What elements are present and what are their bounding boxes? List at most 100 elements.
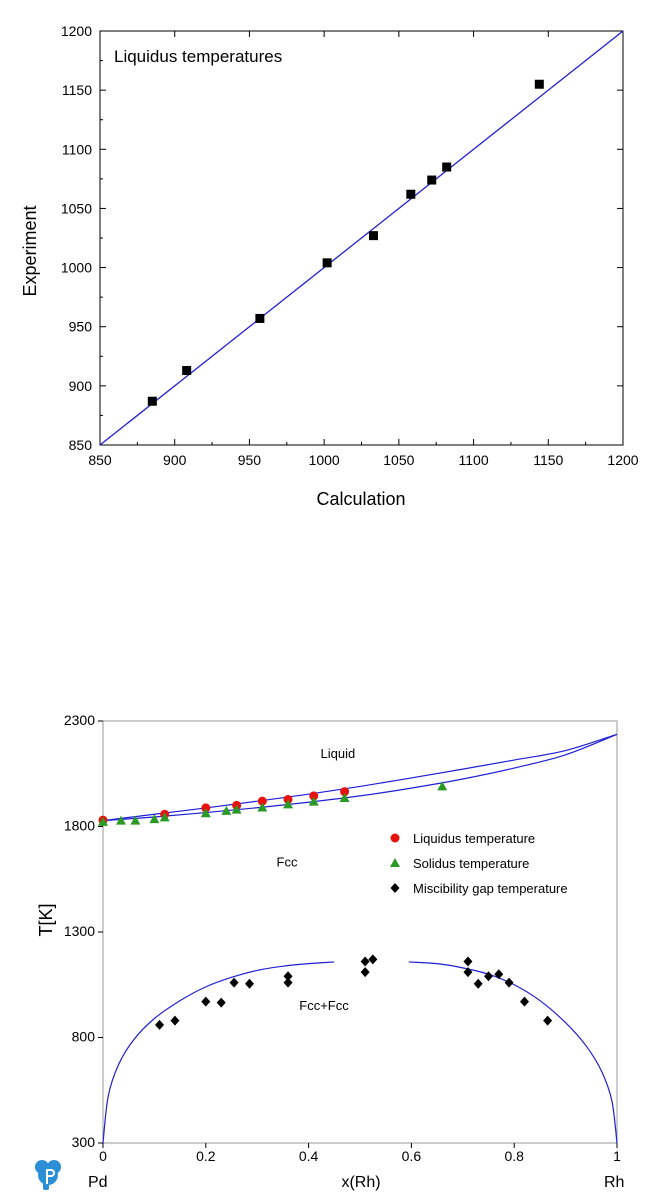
chart2-solidus-point [115,815,126,825]
chart2-liquidus-point [340,787,350,797]
chart2-legend: Liquidus temperature Solidus temperature M… [390,831,568,896]
legend-label: Liquidus temperature [413,831,535,846]
chart1-x-tick-label: 1200 [607,452,638,468]
chart2-curve-gap-left [102,961,335,1144]
chart1-data-point [406,189,416,199]
chart1-points [147,79,544,406]
chart2-solidus-point [339,793,350,803]
chart1-x-axis-label: Calculation [316,489,405,509]
legend-label: Solidus temperature [413,856,529,871]
chart1-data-point [322,258,332,268]
chart1-x-tick-label: 1050 [383,452,414,468]
chart1-data-point [368,231,378,241]
chart2-miscibility-point [463,967,473,978]
chart2-solidus-point [159,812,170,822]
chart2-miscibility-point [244,978,254,989]
chart2-miscibility-point [494,969,504,980]
chart2-curve-gap-right [408,961,618,1144]
chart1-x-tick-label: 1000 [309,452,340,468]
chart1-y-tick-label: 1000 [61,260,92,276]
chart2-x-tick-label: 0.8 [504,1148,524,1164]
chart2-points [98,781,553,1030]
chart2-y-axis-label: T[K] [36,903,56,936]
chart1-y-tick-label: 850 [69,437,93,453]
chart2-x-tick-label: 0.4 [299,1148,319,1164]
legend-diamond-marker [390,883,400,893]
chart1-data-point [147,396,157,406]
chart2-left-end-label: Pd [88,1174,108,1191]
chart2-x-tick-label: 0.2 [196,1148,216,1164]
chart1-data-point [442,162,452,172]
chart1-y-tick-label: 1150 [62,82,92,98]
chart2-miscibility-point [368,954,378,965]
chart2-region-label: Fcc+Fcc [299,998,349,1013]
chart1-y-tick-label: 950 [69,319,93,335]
chart2-miscibility-point [283,977,293,988]
chart2-miscibility-point [484,971,493,982]
chart2-plot-frame [102,720,618,1144]
chart2-miscibility-point [170,1015,180,1026]
chart2-y-tick-label: 1300 [64,923,95,939]
chart1-x-tick-label: 1100 [459,452,489,468]
chart1-annotation: Liquidus temperatures [114,47,282,66]
chart1-x-tick-label: 950 [238,452,262,468]
chart2-region-label: Liquid [321,746,356,761]
chart2-solidus-point [231,804,242,814]
chart1-axes: 850 900 950 1000 1050 1100 1150 1200 850 900 950 10… [61,23,639,468]
chart2-miscibility-point [360,967,370,978]
legend-label: Miscibility gap temperature [413,881,568,896]
chart2-miscibility-point [504,977,514,988]
chart2-region-label: Fcc [277,855,298,870]
chart2-solidus-point [130,815,141,825]
chart2-miscibility-point [360,956,370,967]
chart1-x-tick-label: 900 [163,452,187,468]
chart2-solidus-point [200,808,211,818]
chart1-data-point [534,79,544,89]
chart2-right-end-label: Rh [604,1174,624,1191]
brand-logo-icon [35,1160,61,1190]
chart2-solidus-point [221,805,232,815]
chart2-miscibility-point [519,996,529,1007]
chart2-x-tick-label: 1 [613,1148,621,1164]
chart1-x-tick-label: 1150 [533,452,563,468]
calculation-vs-experiment-chart: 850 900 950 1000 1050 1100 1150 1200 850 900 950 10… [20,23,639,509]
chart2-liquidus-point [309,791,319,801]
chart2-y-tick-label: 2300 [64,712,95,728]
chart2-curve-liquidus [102,733,618,822]
chart2-solidus-point [283,799,294,809]
chart1-y-tick-label: 1200 [61,23,92,39]
chart1-y-tick-label: 1100 [62,141,92,157]
chart2-solidus-point [257,802,268,812]
chart1-x-tick-label: 850 [88,452,112,468]
chart1-y-tick-label: 900 [69,378,93,394]
chart2-miscibility-point [473,978,483,989]
chart1-y-tick-label: 1050 [61,200,92,216]
chart2-liquidus-point [257,796,267,806]
chart2-miscibility-point [283,971,293,982]
chart2-x-tick-label: 0 [99,1148,107,1164]
legend-triangle-marker [390,858,400,867]
chart2-miscibility-point [229,977,239,988]
chart1-data-point [182,365,192,375]
chart2-region-labels: Liquid Fcc Fcc+Fcc [277,746,356,1013]
chart2-miscibility-point [201,996,211,1007]
chart2-y-tick-label: 300 [72,1134,96,1150]
legend-circle-marker [390,833,400,843]
chart2-miscibility-point [155,1019,165,1030]
chart2-miscibility-point [543,1015,553,1026]
chart1-diagonal-line [99,30,624,446]
chart2-liquidus-point [201,803,211,813]
chart2-x-axis-label: x(Rh) [341,1174,380,1191]
chart2-solidus-point [98,816,108,826]
chart2-solidus-point [149,814,160,824]
chart1-y-axis-label: Experiment [20,205,40,296]
chart2-y-tick-label: 800 [72,1029,96,1045]
chart1-data-point [255,313,265,323]
chart1-data-point [427,175,437,185]
chart2-solidus-point [308,796,319,806]
chart2-curve-solidus [102,733,618,822]
chart2-solidus-point [437,781,448,791]
chart2-x-tick-label: 0.6 [402,1148,422,1164]
